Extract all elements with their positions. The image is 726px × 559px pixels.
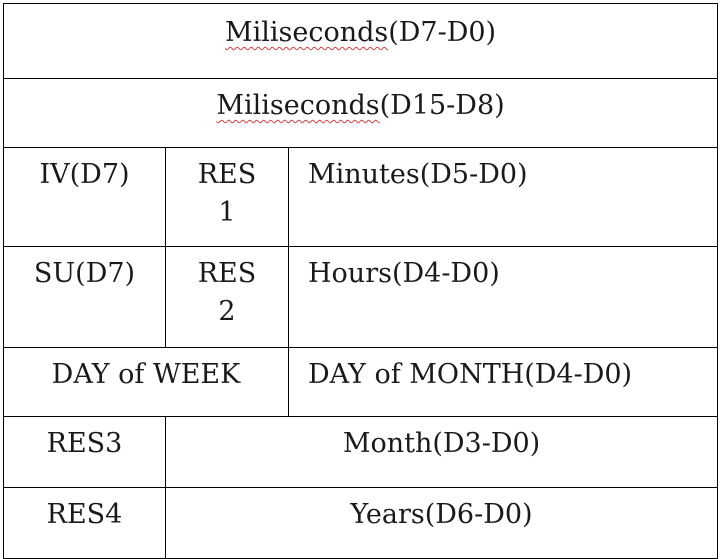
table-cell: DAY of WEEK (3, 347, 289, 417)
table-row: Miliseconds(D15-D8) (2, 78, 719, 148)
table-cell: Hours(D4-D0) (287, 246, 719, 348)
table-row: Miliseconds(D7-D0) (2, 3, 719, 79)
table-cell: IV(D7) (3, 147, 166, 247)
cell-text: Minutes(D5-D0) (308, 159, 528, 190)
cell-text: RES 2 (197, 258, 257, 327)
cell-text: (D7-D0) (388, 17, 497, 48)
table-cell: SU(D7) (3, 246, 166, 348)
table-cell: Miliseconds(D7-D0) (2, 3, 719, 79)
cell-text: (D15-D8) (379, 90, 505, 121)
table-cell: RES 1 (165, 147, 289, 247)
table-cell: Minutes(D5-D0) (287, 147, 719, 247)
cell-text: SU(D7) (33, 258, 136, 289)
cell-text: RES4 (46, 499, 123, 530)
spellcheck-word: Miliseconds (224, 17, 389, 48)
cell-text: Hours(D4-D0) (308, 258, 500, 289)
cell-text: DAY of MONTH(D4-D0) (308, 359, 633, 390)
table-cell: Miliseconds(D15-D8) (2, 78, 719, 148)
cell-text: DAY of WEEK (51, 359, 241, 390)
table-cell: RES4 (3, 487, 166, 559)
table-cell: RES 2 (165, 246, 289, 348)
table-cell: DAY of MONTH(D4-D0) (287, 347, 719, 417)
table-row: SU(D7) RES 2 Hours(D4-D0) (3, 246, 719, 348)
table-cell: Years(D6-D0) (164, 487, 719, 559)
spellcheck-word: Miliseconds (216, 90, 380, 121)
cell-text: Years(D6-D0) (350, 499, 533, 530)
table-row: DAY of WEEK DAY of MONTH(D4-D0) (3, 347, 719, 417)
table-row: IV(D7) RES 1 Minutes(D5-D0) (3, 147, 719, 247)
cell-text: IV(D7) (39, 159, 130, 190)
table-cell: RES3 (3, 416, 166, 488)
table-row: RES4 Years(D6-D0) (3, 487, 719, 559)
table-row: RES3 Month(D3-D0) (3, 416, 719, 488)
document-page: Miliseconds(D7-D0) Miliseconds(D15-D8) I… (2, 3, 719, 559)
cell-text: Month(D3-D0) (342, 428, 541, 459)
cell-text: RES 1 (197, 159, 257, 228)
cell-text: RES3 (46, 428, 123, 459)
register-table: Miliseconds(D7-D0) Miliseconds(D15-D8) I… (2, 3, 719, 559)
table-cell: Month(D3-D0) (164, 416, 719, 488)
